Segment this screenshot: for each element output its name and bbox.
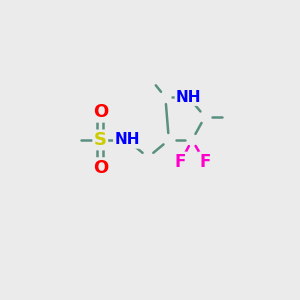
Text: F: F xyxy=(199,153,211,171)
Text: S: S xyxy=(94,131,107,149)
Text: O: O xyxy=(93,159,108,177)
Text: F: F xyxy=(175,153,186,171)
Text: NH: NH xyxy=(114,132,140,147)
Text: O: O xyxy=(93,103,108,121)
Text: NH: NH xyxy=(176,90,201,105)
